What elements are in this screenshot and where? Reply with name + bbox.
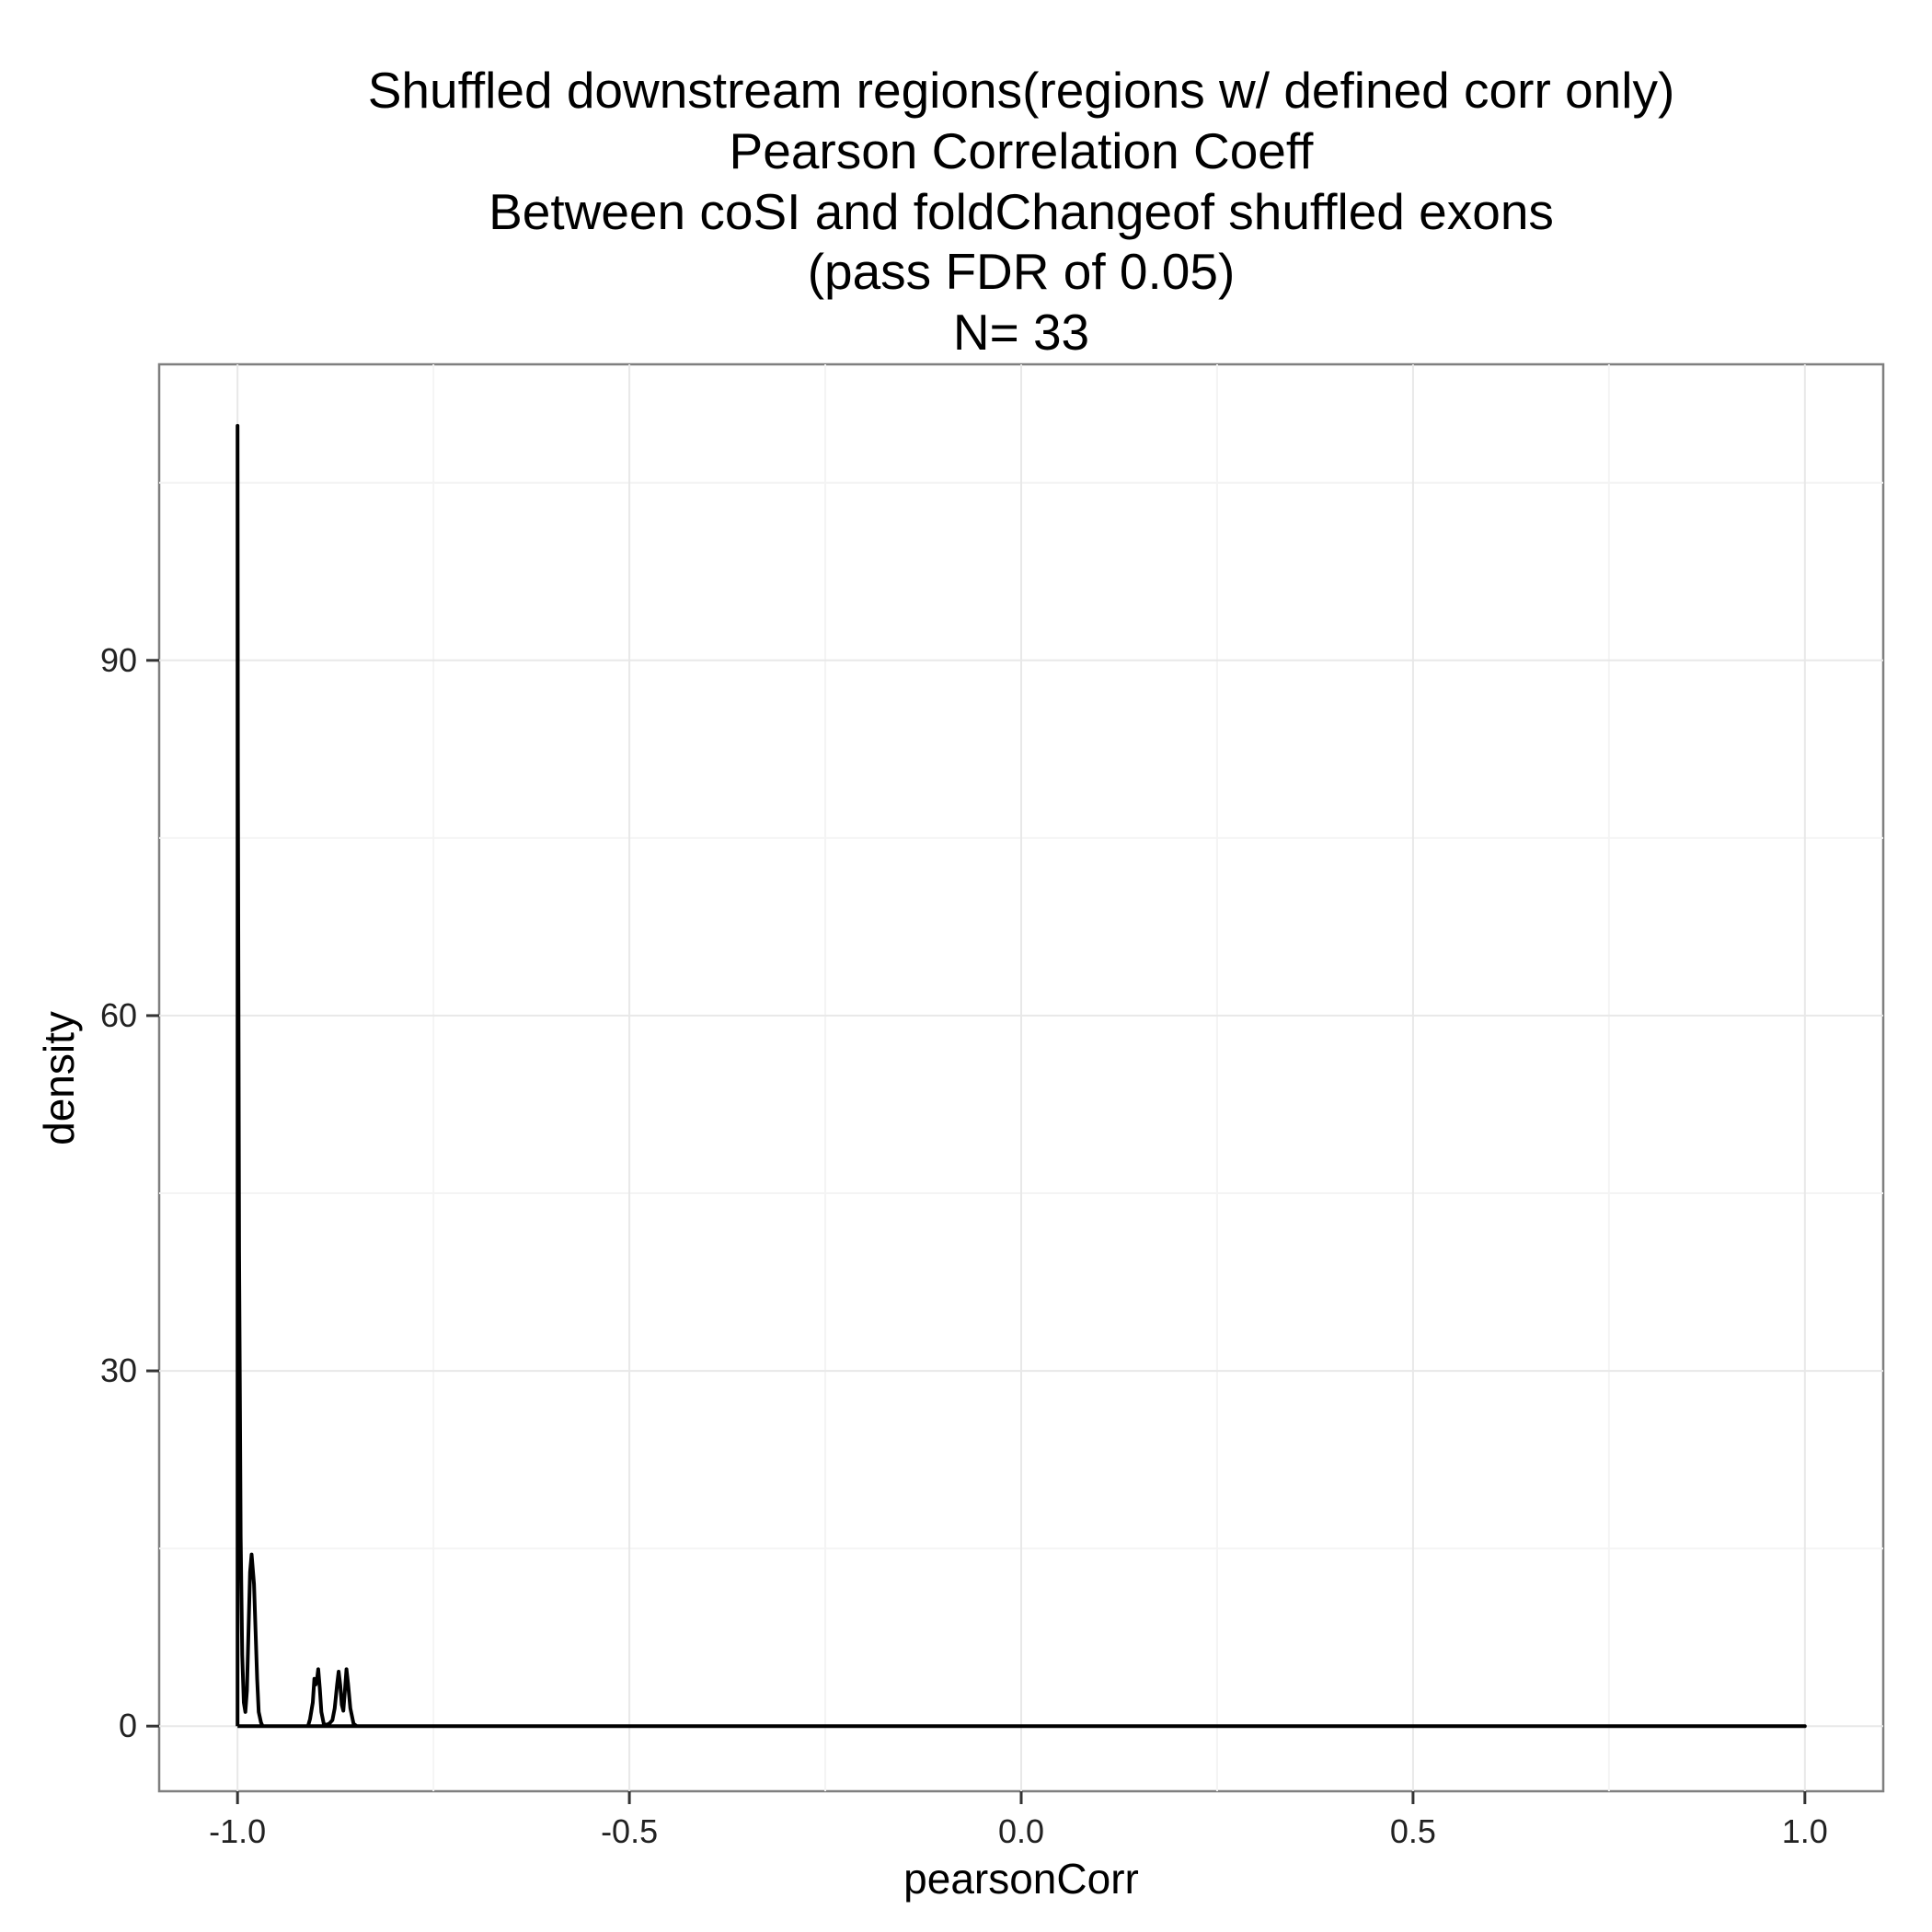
x-tick-label: 0.5	[1390, 1812, 1436, 1850]
x-tick-label: -1.0	[209, 1812, 266, 1850]
y-tick-label: 90	[100, 641, 137, 679]
chart-title: Shuffled downstream regions(regions w/ d…	[368, 62, 1675, 361]
title-line-1: Shuffled downstream regions(regions w/ d…	[368, 62, 1675, 119]
title-line-4: (pass FDR of 0.05)	[808, 243, 1236, 300]
x-axis: -1.0 -0.5 0.0 0.5 1.0	[209, 1791, 1828, 1850]
y-tick-label: 30	[100, 1351, 137, 1389]
density-series-line	[236, 423, 1807, 1729]
x-axis-title: pearsonCorr	[903, 1855, 1139, 1903]
title-line-3: Between coSI and foldChangeof shuffled e…	[489, 183, 1554, 240]
series-layer	[236, 423, 1807, 1729]
title-line-5: N= 33	[953, 304, 1089, 361]
y-tick-label: 0	[119, 1707, 137, 1744]
x-tick-label: 0.0	[998, 1812, 1044, 1850]
y-tick-label: 60	[100, 996, 137, 1034]
y-axis-title: density	[35, 1011, 83, 1145]
y-axis: 0 30 60 90	[100, 641, 159, 1744]
title-line-2: Pearson Correlation Coeff	[730, 122, 1315, 179]
x-tick-label: 1.0	[1782, 1812, 1828, 1850]
x-tick-label: -0.5	[601, 1812, 658, 1850]
